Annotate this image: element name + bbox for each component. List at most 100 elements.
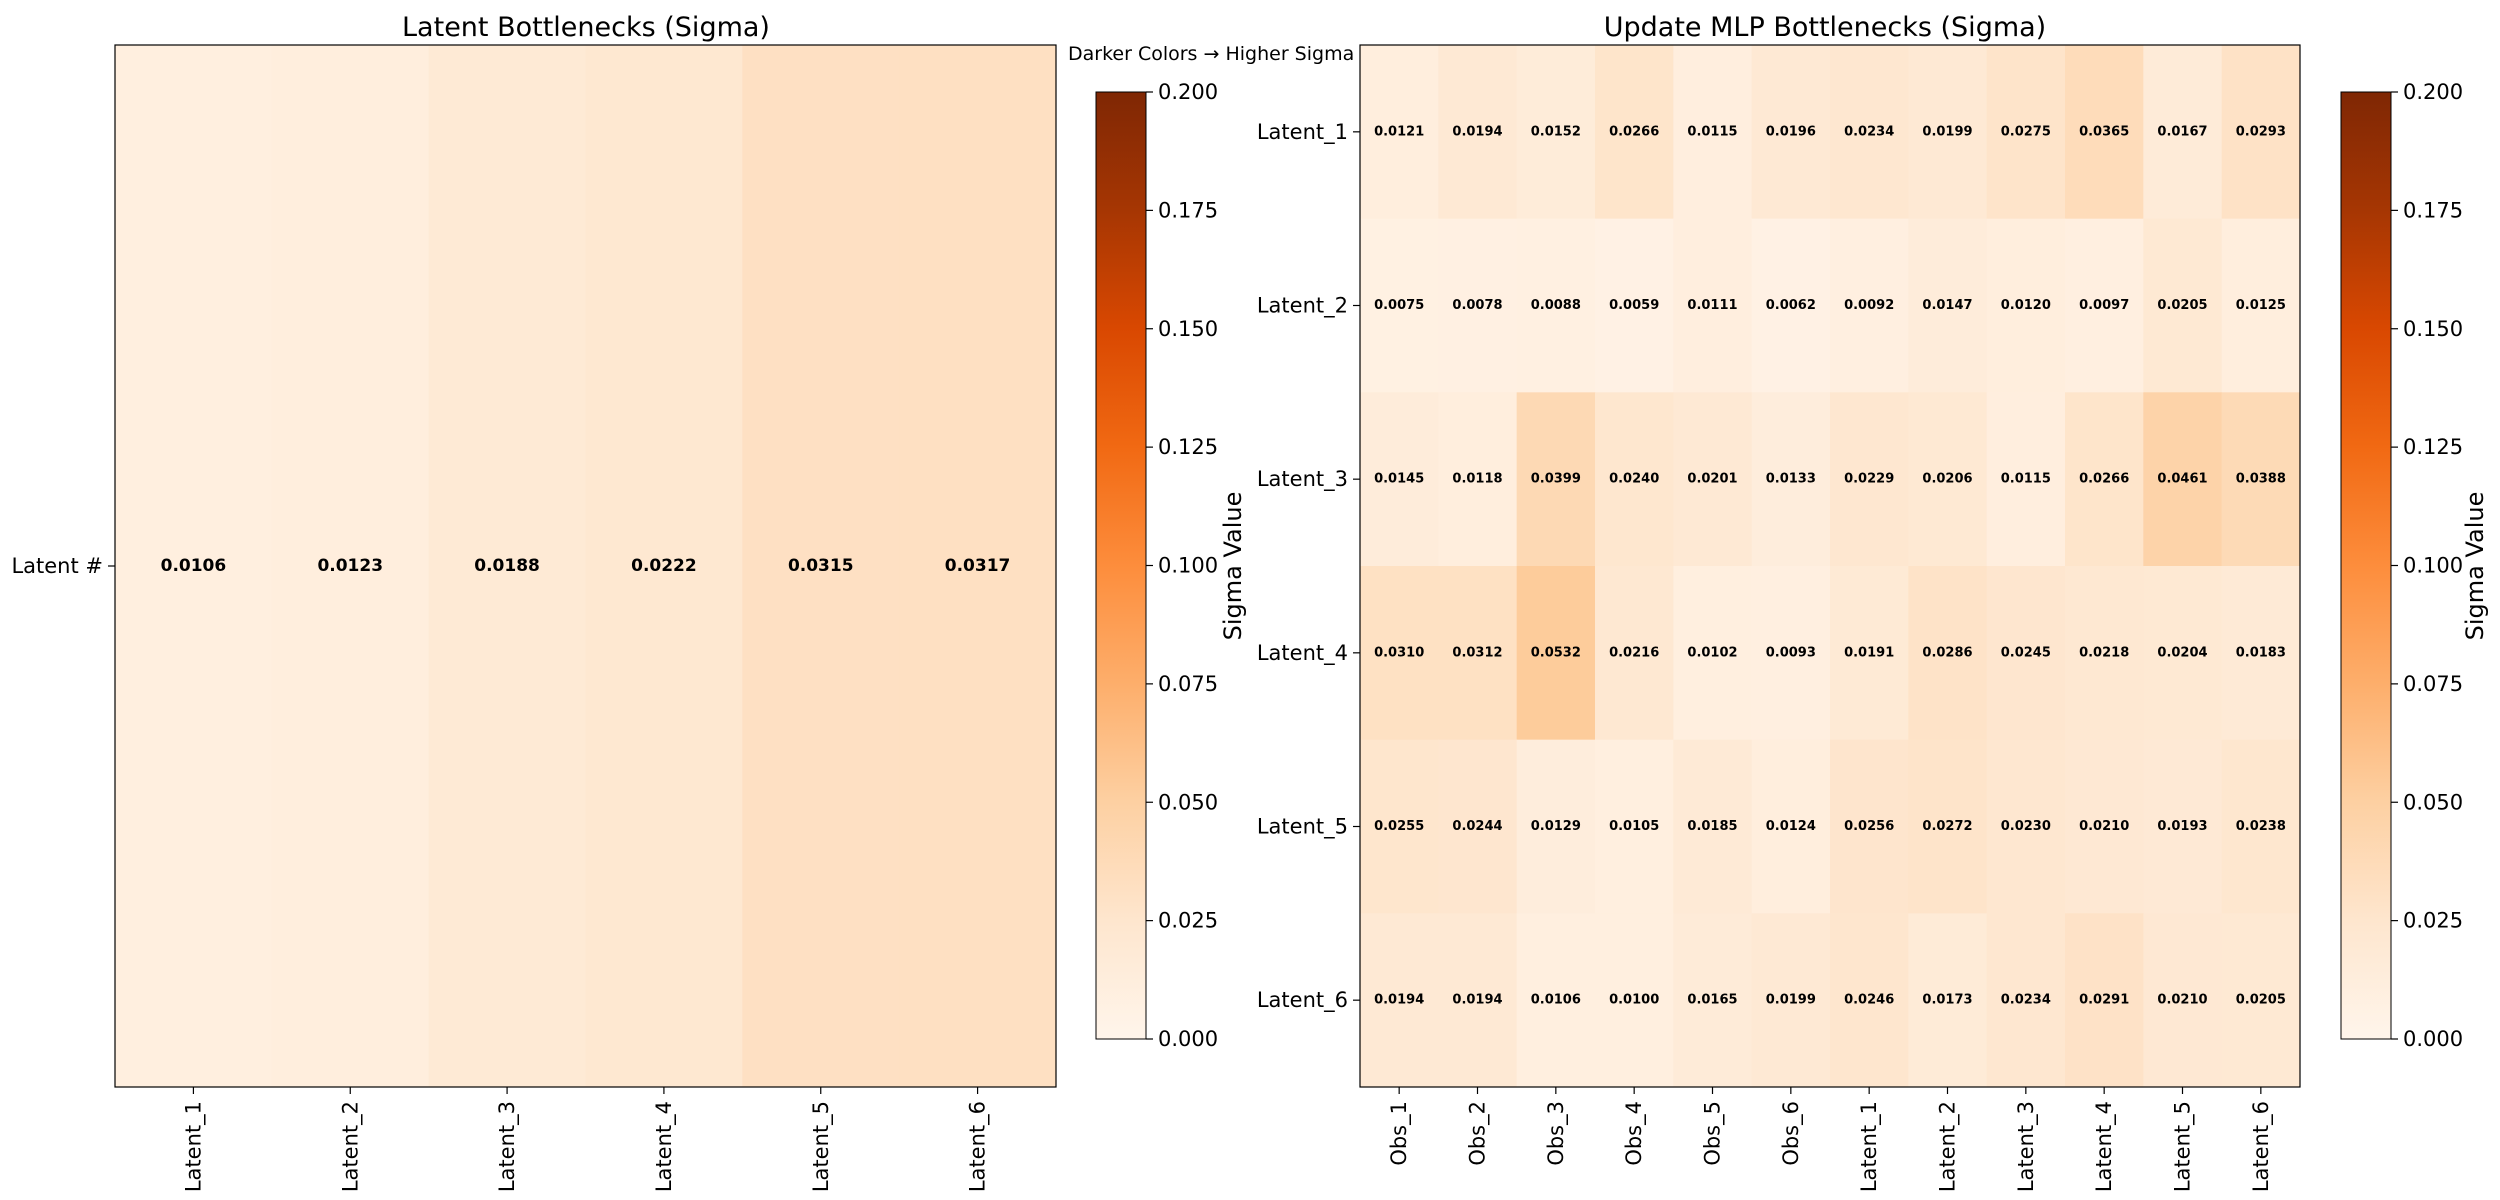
cell-value-label: 0.0124 xyxy=(1766,819,1816,834)
heatmap-cell xyxy=(1438,739,1518,914)
heatmap-cell xyxy=(2221,739,2301,914)
colorbar-tick-label: 0.125 xyxy=(2403,435,2463,459)
cell-value-label: 0.0120 xyxy=(2001,298,2051,313)
x-tick-label: Obs_6 xyxy=(1779,1101,1804,1166)
heatmap-cell xyxy=(2065,218,2144,393)
cell-value-label: 0.0115 xyxy=(2001,472,2051,487)
heatmap-cell xyxy=(1986,218,2066,393)
colorbar-tick-label: 0.150 xyxy=(1158,317,1218,341)
colorbar-tick-label: 0.025 xyxy=(1158,909,1218,933)
heatmap-cell xyxy=(1908,392,1988,567)
heatmap-cell xyxy=(1360,739,1439,914)
x-tick-label: Latent_4 xyxy=(652,1101,677,1192)
heatmap-cell xyxy=(1438,566,1518,741)
heatmap-cell xyxy=(2143,739,2223,914)
colorbar-tick-label: 0.125 xyxy=(1158,435,1218,459)
heatmap-cell xyxy=(1360,913,1439,1088)
heatmap-cell xyxy=(1516,392,1596,567)
cell-value-label: 0.0062 xyxy=(1766,298,1816,313)
heatmap-cell xyxy=(1830,566,1909,741)
cell-value-label: 0.0121 xyxy=(1374,124,1424,139)
cell-value-label: 0.0234 xyxy=(2001,993,2051,1008)
cell-value-label: 0.0230 xyxy=(2001,819,2051,834)
x-tick-label: Latent_5 xyxy=(809,1101,834,1192)
heatmap-cell xyxy=(1986,45,2066,220)
cell-value-label: 0.0266 xyxy=(2079,472,2129,487)
cell-value-label: 0.0293 xyxy=(2236,124,2286,139)
cell-value-label: 0.0191 xyxy=(1844,645,1894,660)
heatmap-cell xyxy=(1673,218,1753,393)
colorbar-tick-label: 0.175 xyxy=(2403,198,2463,222)
cell-value-label: 0.0286 xyxy=(1922,645,1972,660)
y-tick-label: Latent_4 xyxy=(1257,641,1348,666)
cell-value-label: 0.0246 xyxy=(1844,993,1894,1008)
cell-value-label: 0.0145 xyxy=(1374,472,1424,487)
cell-value-label: 0.0210 xyxy=(2157,993,2207,1008)
cell-value-label: 0.0125 xyxy=(2236,298,2286,313)
heatmap-cell xyxy=(1751,392,1831,567)
cell-value-label: 0.0102 xyxy=(1687,645,1737,660)
right-heatmap-frame xyxy=(1359,44,2301,1088)
cell-value-label: 0.0317 xyxy=(945,556,1011,576)
y-tick-label: Latent_1 xyxy=(1257,120,1348,145)
cell-value-label: 0.0206 xyxy=(1922,472,1972,487)
heatmap-cell xyxy=(2065,913,2144,1088)
left-colorbar xyxy=(1096,92,1146,1039)
cell-value-label: 0.0234 xyxy=(1844,124,1894,139)
heatmap-cell xyxy=(1751,45,1831,220)
x-tick-label: Obs_3 xyxy=(1544,1101,1569,1166)
heatmap-cell xyxy=(1908,913,1988,1088)
heatmap-cell xyxy=(1673,913,1753,1088)
heatmap-cell xyxy=(1360,566,1439,741)
x-tick-label: Latent_3 xyxy=(495,1101,520,1192)
cell-value-label: 0.0123 xyxy=(317,556,383,576)
heatmap-cell xyxy=(2065,45,2144,220)
heatmap-cell xyxy=(1516,739,1596,914)
x-tick-label: Latent_4 xyxy=(2092,1101,2117,1192)
cell-value-label: 0.0275 xyxy=(2001,124,2051,139)
right-heatmap-cells: 0.0121 0.0194 0.0152 0.0266 0.0115 0.0196 0.02… xyxy=(1360,45,2301,1088)
heatmap-cell xyxy=(1830,392,1909,567)
colorbar-tick-label: 0.175 xyxy=(1158,198,1218,222)
heatmap-cell xyxy=(1830,739,1909,914)
heatmap-cell xyxy=(1908,739,1988,914)
cell-value-label: 0.0461 xyxy=(2157,472,2207,487)
heatmap-cell xyxy=(1595,739,1674,914)
y-tick-label: Latent_5 xyxy=(1257,815,1348,840)
cell-value-label: 0.0291 xyxy=(2079,993,2129,1008)
heatmap-cell xyxy=(2221,566,2301,741)
y-tick-label: Latent # xyxy=(11,554,103,578)
right-y-ticks: Latent_1 Latent_2 Latent_3 Latent_4 Latent_5… xyxy=(1257,120,1360,1013)
colorbar-tick-label: 0.000 xyxy=(1158,1027,1218,1051)
cell-value-label: 0.0133 xyxy=(1766,472,1816,487)
heatmap-cell xyxy=(1360,218,1439,393)
cell-value-label: 0.0194 xyxy=(1374,993,1424,1008)
heatmap-cell xyxy=(1908,566,1988,741)
cell-value-label: 0.0201 xyxy=(1687,472,1737,487)
x-tick-label: Obs_5 xyxy=(1701,1101,1726,1166)
heatmap-cell xyxy=(1986,913,2066,1088)
cell-value-label: 0.0315 xyxy=(788,556,854,576)
heatmap-cell xyxy=(1908,218,1988,393)
cell-value-label: 0.0193 xyxy=(2157,819,2207,834)
heatmap-cell xyxy=(1438,913,1518,1088)
right-colorbar-label: Sigma Value xyxy=(2461,492,2489,641)
heatmap-cell xyxy=(1595,566,1674,741)
heatmap-cell xyxy=(271,45,430,1088)
cell-value-label: 0.0199 xyxy=(1922,124,1972,139)
cell-value-label: 0.0365 xyxy=(2079,124,2129,139)
cell-value-label: 0.0272 xyxy=(1922,819,1972,834)
heatmap-cell xyxy=(1673,392,1753,567)
heatmap-cell xyxy=(2221,913,2301,1088)
colorbar-tick-label: 0.075 xyxy=(2403,672,2463,696)
heatmap-cell xyxy=(2221,45,2301,220)
heatmap-cell xyxy=(1595,913,1674,1088)
cell-value-label: 0.0204 xyxy=(2157,645,2207,660)
heatmap-cell xyxy=(1595,392,1674,567)
cell-value-label: 0.0222 xyxy=(631,556,697,576)
left-y-ticks: Latent # xyxy=(11,554,115,578)
heatmap-cell xyxy=(1438,45,1518,220)
x-tick-label: Latent_1 xyxy=(181,1101,206,1192)
heatmap-cell xyxy=(2221,392,2301,567)
